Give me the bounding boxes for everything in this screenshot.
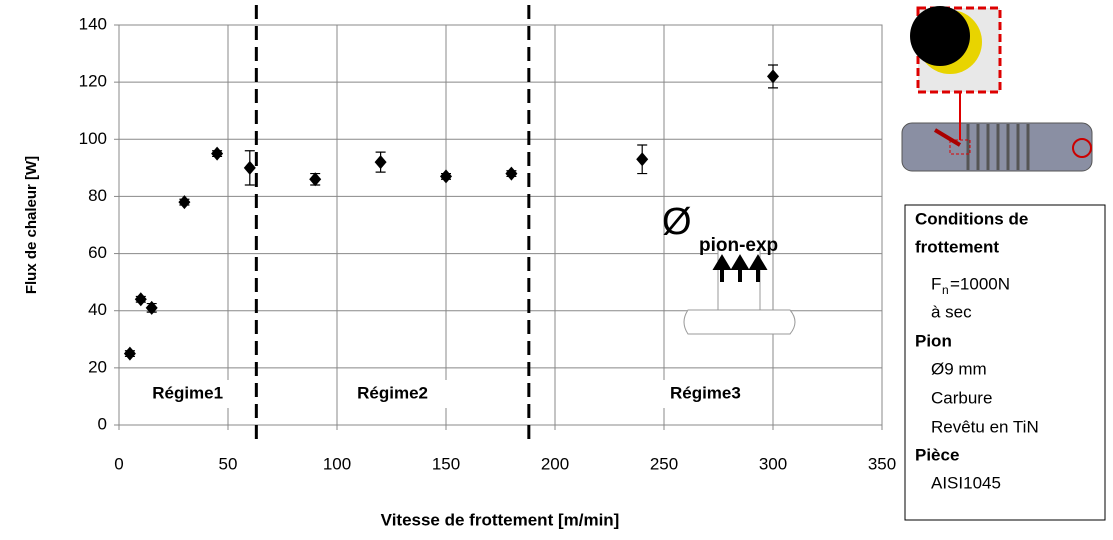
x-tick-label: 100	[323, 454, 351, 473]
mode: à sec	[931, 302, 972, 321]
piece-item: AISI1045	[931, 473, 1001, 492]
conditions-box	[904, 204, 1106, 521]
y-tick-label: 40	[88, 300, 107, 319]
x-tick-label: 50	[219, 454, 238, 473]
data-point	[243, 160, 256, 175]
force-value: =1000N	[950, 274, 1010, 293]
data-point	[211, 146, 224, 161]
y-tick-label: 0	[98, 414, 107, 433]
pion-item: Carbure	[931, 388, 992, 407]
pion-title: Pion	[915, 331, 952, 350]
x-tick-label: 0	[114, 454, 123, 473]
y-tick-label: 20	[88, 357, 107, 376]
regime-label-bg	[650, 380, 761, 408]
x-tick-label: 150	[432, 454, 460, 473]
data-point	[440, 169, 452, 184]
conditions-heading: Conditions de	[915, 209, 1028, 228]
data-point	[123, 346, 136, 361]
regime-label: Régime3	[670, 383, 741, 402]
plot-frame	[118, 24, 883, 426]
data-point	[636, 152, 649, 167]
data-point	[145, 300, 158, 315]
regime-label-bg	[337, 380, 448, 408]
y-tick-label: 80	[88, 186, 107, 205]
regime-label: Régime2	[357, 383, 428, 402]
x-tick-label: 350	[868, 454, 896, 473]
regime-label-bg	[132, 380, 243, 408]
x-axis-title: Vitesse de frottement [m/min]	[381, 510, 620, 529]
y-tick-label: 60	[88, 243, 107, 262]
data-point	[374, 155, 387, 170]
x-tick-label: 300	[759, 454, 787, 473]
pion-item: Ø9 mm	[931, 359, 987, 378]
data-point	[178, 195, 191, 210]
data-point	[505, 166, 518, 181]
y-tick-label: 140	[79, 14, 107, 33]
data-point	[767, 69, 779, 84]
data-point	[309, 172, 322, 187]
force-sub: n	[942, 283, 949, 297]
regime-label: Régime1	[152, 383, 223, 402]
force-symbol: F	[931, 274, 941, 293]
conditions-heading: frottement	[915, 237, 999, 256]
y-tick-label: 120	[79, 72, 107, 91]
y-tick-label: 100	[79, 129, 107, 148]
x-tick-label: 200	[541, 454, 569, 473]
pion-item: Revêtu en TiN	[931, 417, 1039, 436]
y-axis-title: Flux de chaleur [W]	[23, 156, 40, 294]
pin-diagram	[683, 245, 796, 335]
flux-symbol: Ø	[662, 201, 692, 243]
piece-title: Pièce	[915, 445, 959, 464]
flux-symbol-sub: pion-exp	[699, 235, 778, 256]
specimen-picture	[901, 6, 1093, 172]
x-tick-label: 250	[650, 454, 678, 473]
data-point	[134, 292, 147, 307]
